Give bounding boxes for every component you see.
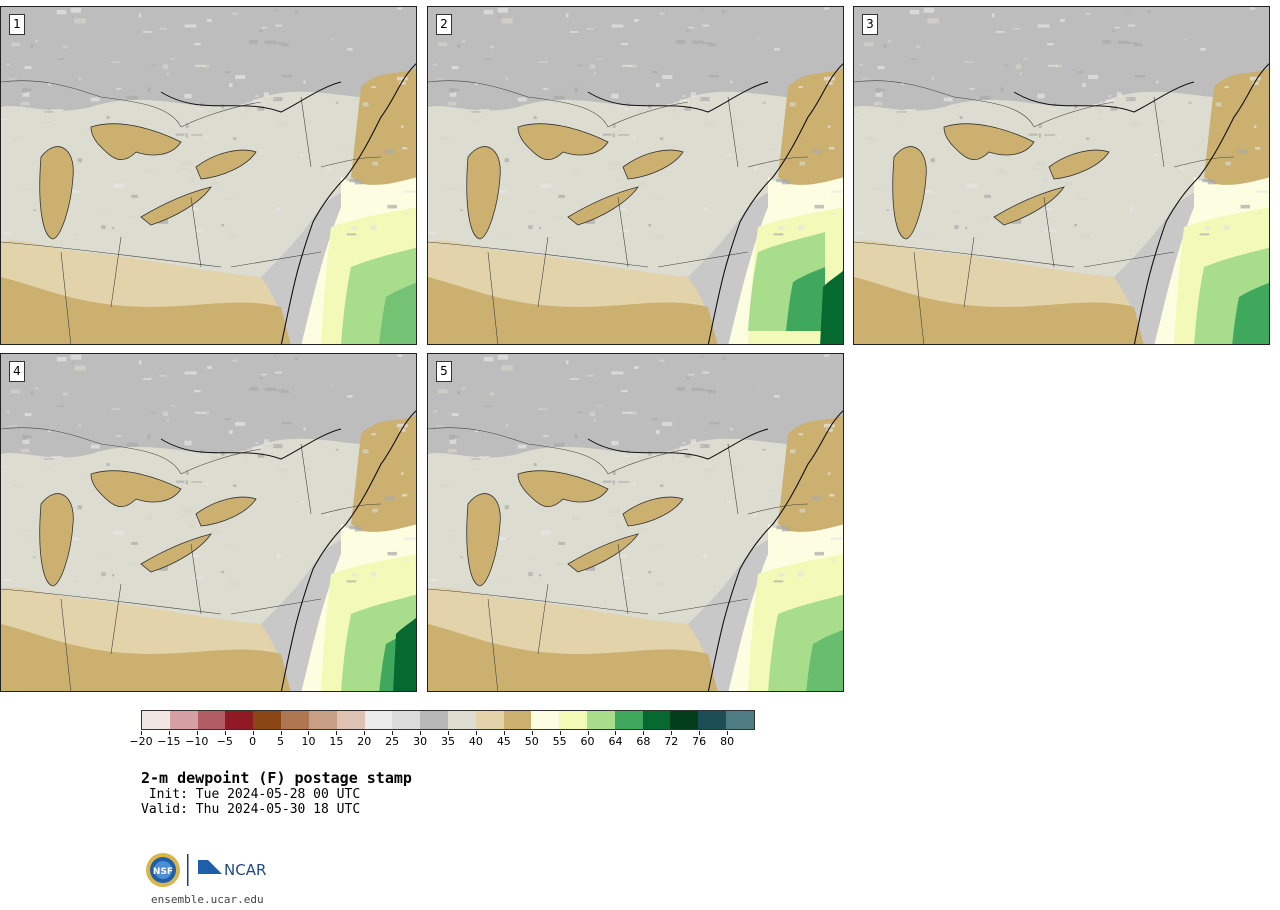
colorbar-tick [392, 731, 394, 735]
colorbar-tick-label: 55 [552, 735, 567, 748]
colorbar-swatch [503, 711, 532, 729]
colorbar-tick-label: 25 [385, 735, 400, 748]
map-graphic [428, 354, 843, 691]
colorbar-tick-label: 40 [468, 735, 483, 748]
panel-number-label: 1 [9, 14, 25, 35]
colorbar-tick [615, 731, 617, 735]
panel-number-label: 3 [862, 14, 878, 35]
colorbar-tick-label: 64 [608, 735, 623, 748]
colorbar-tick-label: −5 [216, 735, 233, 748]
colorbar-swatch [475, 711, 504, 729]
colorbar-swatch [614, 711, 643, 729]
colorbar-tick [336, 731, 338, 735]
colorbar-swatch [336, 711, 365, 729]
colorbar-tick-label: 72 [664, 735, 679, 748]
forecast-map-panel-4: 4 [0, 353, 417, 692]
colorbar-tick [559, 731, 561, 735]
colorbar-swatch [308, 711, 337, 729]
figure-title: 2-m dewpoint (F) postage stamp [141, 769, 412, 787]
colorbar-swatch [559, 711, 587, 729]
colorbar-tick-label: 50 [524, 735, 539, 748]
colorbar-tick-label: 5 [277, 735, 285, 748]
colorbar-tick-label: 76 [692, 735, 707, 748]
colorbar-tick [224, 731, 226, 735]
colorbar-tick-label: 20 [357, 735, 372, 748]
colorbar-tick-label: 80 [720, 735, 735, 748]
dewpoint-colorbar [141, 710, 755, 730]
colorbar-swatch [642, 711, 671, 729]
colorbar-tick-label: 45 [496, 735, 511, 748]
colorbar-tick [364, 731, 366, 735]
colorbar-swatch [670, 711, 699, 729]
colorbar-tick-labels: −20 −15 −10 −5 0 5 10 15 20 25 30 35 40 45 50 55 60 64 68 7… [129, 731, 755, 751]
valid-time: Valid: Thu 2024-05-30 18 UTC [141, 802, 361, 817]
colorbar-swatch [531, 711, 560, 729]
colorbar-tick [420, 731, 422, 735]
colorbar-tick [308, 731, 310, 735]
colorbar-tick [280, 731, 282, 735]
colorbar-tick-label: 68 [636, 735, 651, 748]
colorbar-swatch [364, 711, 393, 729]
colorbar-tick-label: −15 [157, 735, 181, 748]
colorbar-tick [531, 731, 533, 735]
colorbar-tick-label: 15 [329, 735, 344, 748]
colorbar-tick [503, 731, 505, 735]
colorbar-tick-label: 10 [301, 735, 316, 748]
forecast-map-panel-3: 3 [853, 6, 1270, 345]
map-graphic [1, 7, 416, 344]
init-time: Init: Tue 2024-05-28 00 UTC [141, 787, 361, 802]
map-graphic [428, 7, 843, 344]
map-graphic [1, 354, 416, 691]
colorbar-tick [643, 731, 645, 735]
colorbar-tick-label: 60 [580, 735, 595, 748]
panel-number-label: 5 [436, 361, 452, 382]
colorbar-tick [671, 731, 673, 735]
ncar-mark-icon [198, 860, 222, 874]
colorbar-swatch [447, 711, 476, 729]
colorbar-tick [168, 731, 170, 735]
colorbar-tick [699, 731, 701, 735]
colorbar-tick [196, 731, 198, 735]
colorbar-tick [252, 731, 254, 735]
colorbar-swatch [142, 711, 170, 729]
colorbar-swatch [392, 711, 421, 729]
forecast-map-panel-2: 2 [427, 6, 844, 345]
colorbar-tick [141, 731, 142, 735]
forecast-map-panel-1: 1 [0, 6, 417, 345]
colorbar-swatch [587, 711, 615, 729]
colorbar-swatch [225, 711, 254, 729]
nsf-ncar-logo: NSF NCAR [146, 853, 266, 887]
colorbar-tick [448, 731, 449, 735]
colorbar-tick-label: −10 [185, 735, 209, 748]
colorbar-swatch [726, 711, 754, 729]
colorbar-swatch [253, 711, 282, 729]
colorbar-swatch [420, 711, 448, 729]
colorbar-swatch [698, 711, 727, 729]
panel-number-label: 4 [9, 361, 25, 382]
colorbar-tick [727, 731, 729, 735]
colorbar-tick [475, 731, 477, 735]
colorbar-tick-label: −20 [129, 735, 153, 748]
colorbar-tick-label: 35 [441, 735, 455, 748]
colorbar-swatch [197, 711, 226, 729]
ncar-text: NCAR [224, 861, 266, 879]
nsf-text: NSF [153, 867, 173, 877]
colorbar-tick [587, 731, 589, 735]
colorbar-swatch [281, 711, 309, 729]
colorbar-swatch [169, 711, 198, 729]
website-url: ensemble.ucar.edu [151, 893, 264, 906]
colorbar-tick-label: 30 [413, 735, 428, 748]
colorbar-tick-label: 0 [249, 735, 257, 748]
forecast-map-panel-5: 5 [427, 353, 844, 692]
map-graphic [854, 7, 1269, 344]
panel-number-label: 2 [436, 14, 452, 35]
